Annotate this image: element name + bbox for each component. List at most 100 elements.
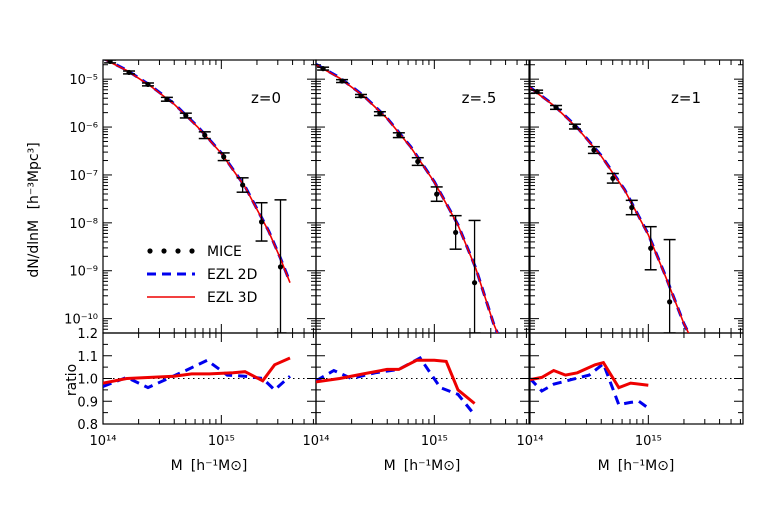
x-axis-title-text: M bbox=[171, 458, 183, 474]
x-axis-units: [h⁻¹M⊙] bbox=[618, 458, 675, 474]
x-tick-labels: 10¹⁴ 10¹⁵ 10¹⁴ 10¹⁵ 10¹⁴ 10¹⁵ bbox=[90, 434, 662, 449]
redshift-label: z=0 bbox=[251, 89, 281, 107]
svg-text:dN/dlnM [h⁻³Mpc³]: dN/dlnM [h⁻³Mpc³] bbox=[26, 142, 42, 277]
ezl-3d-curve bbox=[104, 60, 291, 283]
top-y-tick-label: 10⁻¹⁰ bbox=[64, 313, 98, 328]
mice-dot bbox=[572, 123, 578, 130]
mice-dot bbox=[240, 182, 246, 188]
ratio-label: ratio bbox=[64, 364, 80, 396]
mice-point bbox=[606, 172, 619, 184]
mice-point bbox=[179, 112, 192, 119]
mice-dot bbox=[339, 78, 345, 84]
top-y-tick-labels: 10⁻⁵ 10⁻⁶ 10⁻⁷ 10⁻⁸ 10⁻⁹ 10⁻¹⁰ bbox=[64, 73, 98, 327]
mice-point bbox=[217, 152, 230, 162]
mice-dot bbox=[396, 132, 402, 138]
mice-point bbox=[550, 104, 563, 111]
redshift-label: z=1 bbox=[671, 89, 701, 107]
x-axis-title: M [h⁻¹M⊙] bbox=[384, 458, 461, 474]
mice-point bbox=[123, 69, 136, 76]
mice-dot bbox=[553, 104, 559, 111]
top-y-tick-label: 10⁻⁶ bbox=[69, 121, 98, 136]
mice-dot bbox=[377, 111, 383, 117]
mice-point bbox=[104, 60, 117, 65]
ratio-tick-label: 0.9 bbox=[77, 395, 98, 410]
ratio-tick-label: 1.1 bbox=[77, 350, 98, 365]
x-axis-titles: M [h⁻¹M⊙] M [h⁻¹M⊙] M [h⁻¹M⊙] bbox=[171, 458, 675, 474]
mice-dot bbox=[471, 280, 478, 286]
x-axis-title-text: M bbox=[598, 458, 610, 474]
legend-item: MICE bbox=[147, 244, 242, 260]
mice-point bbox=[236, 177, 249, 193]
ratio-2d-curve bbox=[530, 361, 650, 410]
mice-data-points bbox=[104, 60, 676, 333]
mice-dot bbox=[145, 81, 151, 88]
mice-point bbox=[160, 96, 173, 102]
mice-point bbox=[373, 110, 386, 117]
x-tick-label: 10¹⁴ bbox=[303, 434, 330, 449]
x-tick-label: 10¹⁴ bbox=[517, 434, 544, 449]
x-axis-units: [h⁻¹M⊙] bbox=[404, 458, 461, 474]
mice-point bbox=[644, 225, 657, 271]
mice-point bbox=[141, 81, 154, 88]
ratio-2d-curve bbox=[103, 358, 291, 392]
ezl-2d-curve bbox=[530, 86, 691, 333]
mice-point bbox=[255, 201, 268, 242]
mice-dot bbox=[667, 299, 673, 305]
axis-ticks bbox=[102, 60, 743, 425]
mice-dot bbox=[202, 132, 208, 138]
mice-dot bbox=[183, 112, 189, 119]
top-y-tick-label: 10⁻⁹ bbox=[69, 265, 98, 280]
y-axis-title-top: dN/dlnM [h⁻³Mpc³] bbox=[26, 142, 42, 277]
legend-dot bbox=[161, 248, 167, 254]
legend-label: EZL 2D bbox=[207, 267, 257, 283]
x-tick-label: 10¹⁵ bbox=[635, 434, 662, 449]
mice-point bbox=[430, 186, 443, 203]
legend-dot bbox=[147, 248, 153, 254]
mice-dot bbox=[434, 191, 440, 197]
ratio-tick-label: 1.0 bbox=[77, 373, 98, 388]
mice-point bbox=[354, 93, 367, 99]
legend-dot bbox=[175, 248, 181, 254]
mice-dot bbox=[648, 245, 654, 251]
top-y-tick-label: 10⁻⁵ bbox=[69, 73, 98, 88]
mice-point bbox=[317, 66, 330, 72]
legend-label: EZL 3D bbox=[207, 290, 257, 306]
mice-point bbox=[663, 238, 676, 333]
legend-dot bbox=[189, 248, 195, 254]
ratio-3d-curve bbox=[103, 356, 291, 385]
mice-dot bbox=[277, 264, 284, 270]
x-axis-units: [h⁻¹M⊙] bbox=[191, 458, 248, 474]
mice-dot bbox=[534, 89, 540, 95]
mice-point bbox=[392, 132, 405, 139]
top-panel-frame bbox=[529, 59, 744, 334]
mice-point bbox=[336, 78, 349, 84]
mice-dot bbox=[610, 175, 616, 181]
legend-label: MICE bbox=[207, 244, 242, 260]
top-panel-frame bbox=[315, 59, 530, 334]
legend: MICE EZL 2D EZL 3D bbox=[147, 244, 257, 306]
mice-dot bbox=[591, 147, 597, 153]
x-axis-title: M [h⁻¹M⊙] bbox=[598, 458, 675, 474]
mice-point bbox=[411, 156, 424, 167]
ezl-3d-curve bbox=[530, 87, 690, 333]
y-axis-title-bottom: ratio bbox=[64, 364, 80, 396]
mice-point bbox=[568, 123, 581, 130]
ratio-3d-curve bbox=[530, 360, 649, 390]
legend-item: EZL 2D bbox=[147, 267, 257, 283]
mice-point bbox=[198, 131, 211, 140]
mice-dot bbox=[358, 93, 364, 99]
model-curves bbox=[103, 60, 691, 416]
mice-dot bbox=[258, 219, 265, 225]
x-axis-title-text: M bbox=[384, 458, 396, 474]
legend-item: EZL 3D bbox=[147, 290, 257, 306]
ratio-3d-curve bbox=[316, 358, 476, 405]
x-tick-label: 10¹⁴ bbox=[90, 434, 117, 449]
mice-point bbox=[468, 219, 481, 333]
ratio-2d-curve bbox=[316, 356, 476, 416]
ratio-tick-label: 0.8 bbox=[77, 418, 98, 433]
mice-dot bbox=[126, 69, 132, 76]
mice-dot bbox=[107, 60, 113, 65]
bottom-y-tick-labels: 1.2 1.1 1.0 0.9 0.8 bbox=[77, 327, 98, 433]
panel-frames bbox=[102, 59, 744, 425]
